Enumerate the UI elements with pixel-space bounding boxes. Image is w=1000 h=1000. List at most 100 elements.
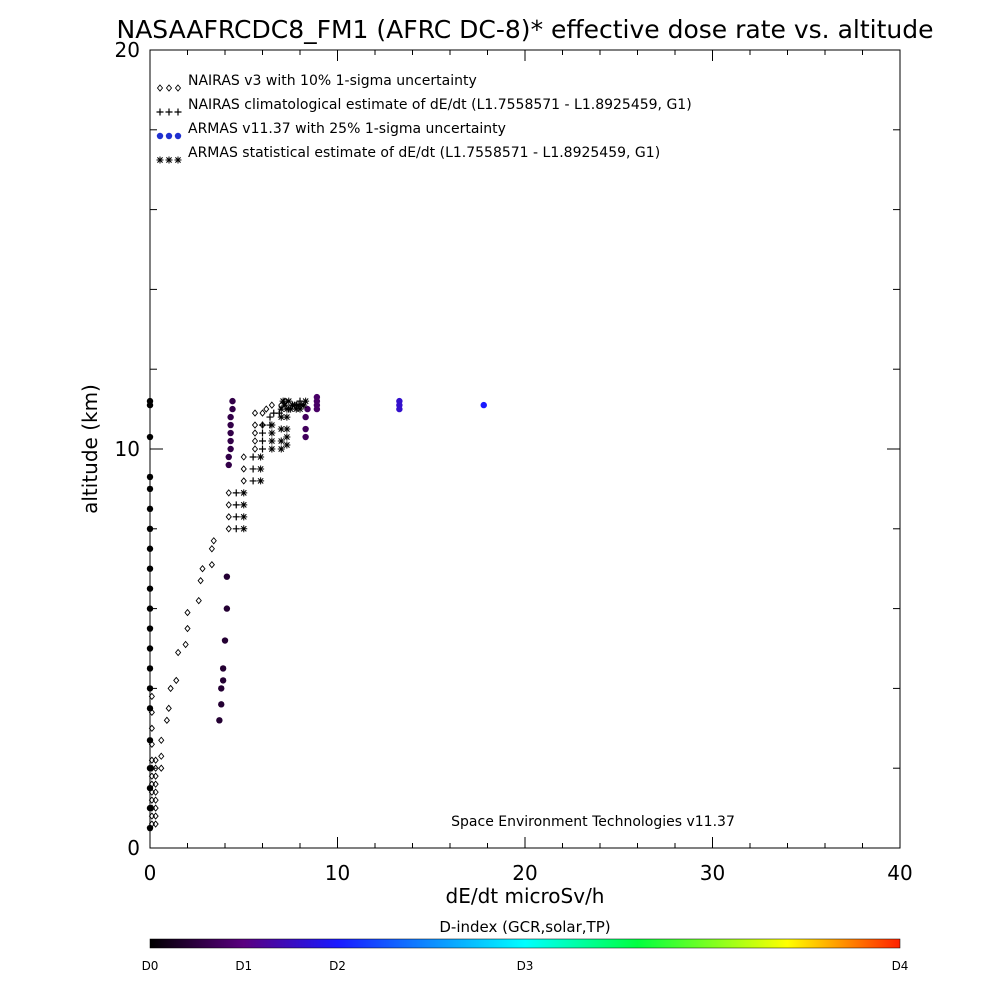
credit-annotation: Space Environment Technologies v11.37 (451, 814, 735, 830)
data-point-diamond (240, 453, 247, 461)
legend-marker-dot (156, 132, 164, 140)
data-point-asterisk (294, 401, 302, 409)
legend: NAIRAS v3 with 10% 1-sigma uncertainty NA… (156, 73, 692, 164)
data-point-asterisk (283, 433, 291, 441)
legend-marker-dot (174, 132, 182, 140)
legend-marker-diamond (165, 84, 173, 92)
colorbar-label: D1 (235, 959, 252, 973)
data-point-asterisk (290, 401, 298, 409)
data-point-dot (229, 405, 236, 413)
legend-marker-asterisk (165, 156, 173, 164)
data-point-diamond (199, 564, 206, 573)
data-point-diamond (158, 752, 165, 760)
data-point-diamond (240, 465, 247, 473)
data-point-diamond (152, 764, 159, 772)
data-point-asterisk (300, 401, 308, 409)
data-point-asterisk (277, 425, 285, 433)
data-point-dot (146, 665, 154, 672)
data-point-dot (302, 425, 309, 433)
data-point-asterisk (268, 429, 276, 437)
data-point-diamond (158, 764, 165, 772)
data-point-dot (146, 565, 154, 572)
x-tick-label: 10 (325, 861, 350, 885)
data-point-dot (146, 765, 154, 772)
y-axis-label: altitude (km) (78, 384, 102, 514)
axis-tick-labels: 0 10 20 30 40 0 10 20 (115, 38, 913, 885)
legend-marker-plus (156, 108, 164, 116)
data-point-diamond (208, 545, 215, 553)
data-point-diamond (251, 437, 259, 445)
legend-marker-plus (165, 108, 173, 116)
data-point-dot (146, 485, 154, 493)
data-point-asterisk (240, 501, 248, 509)
data-point-asterisk (283, 425, 291, 433)
data-point-dot (218, 685, 225, 692)
chart-title: NASAAFRCDC8_FM1 (AFRC DC-8)* effective d… (117, 15, 934, 44)
data-point-asterisk (257, 477, 265, 485)
legend-marker-dot (165, 132, 173, 140)
data-point-dot (229, 397, 236, 405)
data-point-diamond (152, 780, 159, 788)
data-point-dot (302, 413, 309, 421)
data-point-asterisk (287, 405, 295, 413)
colorbar-label: D3 (517, 959, 534, 973)
colorbar-label: D0 (142, 959, 159, 973)
axis-ticks (149, 49, 901, 849)
data-point-dot (227, 413, 234, 421)
data-point-asterisk (240, 525, 248, 533)
data-point-diamond (195, 596, 202, 605)
data-point-asterisk (240, 513, 248, 521)
data-point-diamond (165, 704, 172, 713)
data-point-asterisk (277, 405, 285, 413)
data-point-plus (232, 501, 240, 509)
data-point-diamond (251, 409, 259, 417)
legend-marker-diamond (174, 84, 182, 92)
legend-marker-asterisk (174, 156, 182, 164)
legend-marker-diamond (156, 84, 164, 92)
data-point-dot (146, 625, 154, 632)
data-point-asterisk (277, 445, 285, 453)
data-point-asterisk (268, 437, 276, 445)
data-point-dot (146, 605, 154, 612)
data-point-asterisk (240, 489, 248, 497)
data-point-diamond (251, 445, 259, 453)
data-point-diamond (158, 736, 165, 744)
data-points (146, 393, 487, 832)
data-point-plus (232, 525, 240, 533)
data-point-dot (227, 445, 234, 453)
data-point-dot (146, 685, 154, 692)
colorbar-title: D-index (GCR,solar,TP) (439, 918, 610, 936)
data-point-asterisk (283, 405, 291, 413)
data-point-asterisk (283, 441, 291, 449)
data-point-asterisk (302, 397, 310, 405)
data-point-asterisk (277, 437, 285, 445)
data-point-plus (259, 429, 266, 437)
data-point-diamond (225, 501, 232, 509)
legend-marker-plus (174, 108, 182, 116)
data-point-dot (146, 505, 154, 513)
data-point-asterisk (283, 413, 291, 421)
data-point-diamond (148, 724, 155, 733)
data-point-diamond (225, 525, 232, 533)
data-point-dot (146, 824, 154, 832)
data-point-diamond (225, 513, 232, 521)
data-point-diamond (197, 576, 204, 585)
data-point-asterisk (279, 397, 287, 405)
data-point-asterisk (281, 401, 289, 409)
data-point-dot (223, 605, 231, 612)
data-point-plus (232, 489, 240, 497)
data-point-diamond (251, 421, 259, 429)
data-point-dot (219, 665, 227, 672)
data-point-diamond (152, 820, 159, 828)
data-point-asterisk (257, 465, 265, 473)
data-point-dot (221, 637, 229, 644)
data-point-dot (146, 737, 154, 744)
data-point-diamond (184, 608, 191, 617)
legend-label: NAIRAS v3 with 10% 1-sigma uncertainty (188, 73, 477, 89)
data-point-dot (396, 397, 403, 405)
data-point-dot (225, 453, 232, 461)
data-point-dot (223, 573, 231, 580)
data-point-asterisk (268, 421, 276, 429)
legend-marker-asterisk (156, 156, 164, 164)
